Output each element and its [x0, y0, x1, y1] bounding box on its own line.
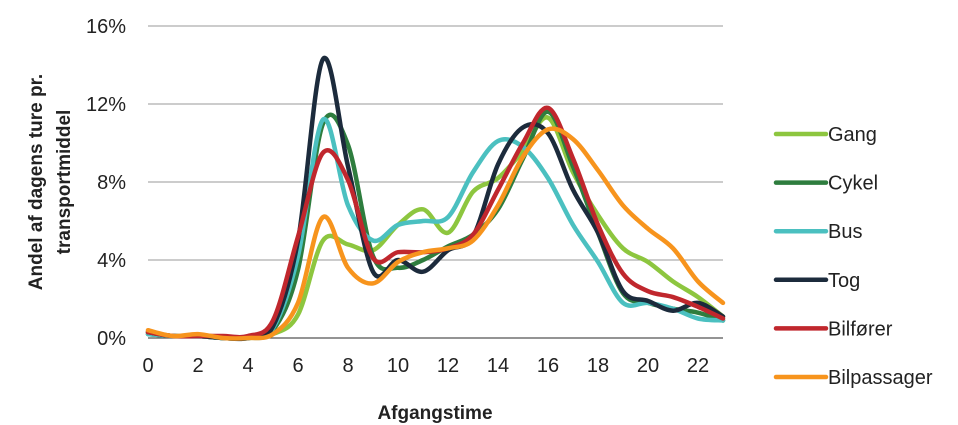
series-line-bus — [145, 116, 726, 342]
y-axis-title: Andel af dagens ture pr. transportmiddel — [26, 74, 75, 290]
y-tick-labels: 0% 4% 8% 12% 16% — [86, 16, 126, 350]
legend-item-gang: Gang — [773, 124, 877, 146]
y-tick-label: 8% — [97, 172, 126, 194]
y-tick-label: 0% — [97, 328, 126, 350]
series-lines — [145, 55, 726, 342]
legend: Gang Cykel Bus Tog Bilfører Bilpassager — [773, 124, 933, 389]
series-line-bilpassager — [145, 126, 726, 341]
y-axis-title-line-1: Andel af dagens ture pr. — [26, 74, 47, 290]
x-tick-label: 22 — [687, 355, 709, 377]
x-tick-label: 18 — [587, 355, 609, 377]
x-tick-label: 0 — [142, 355, 153, 377]
x-tick-label: 2 — [192, 355, 203, 377]
legend-item-tog: Tog — [773, 270, 860, 292]
x-tick-label: 12 — [437, 355, 459, 377]
legend-label: Bus — [828, 221, 862, 243]
x-tick-label: 6 — [292, 355, 303, 377]
y-tick-label: 12% — [86, 94, 126, 116]
gridlines — [148, 25, 723, 339]
x-tick-label: 14 — [487, 355, 509, 377]
legend-item-bus: Bus — [773, 221, 862, 243]
x-axis-title: Afgangstime — [377, 403, 492, 424]
legend-item-bilfører: Bilfører — [773, 318, 893, 340]
y-axis-title-line-2: transportmiddel — [54, 110, 75, 255]
x-tick-label: 20 — [637, 355, 659, 377]
legend-item-bilpassager: Bilpassager — [773, 367, 933, 389]
y-tick-label: 16% — [86, 16, 126, 38]
legend-label: Gang — [828, 124, 877, 146]
legend-label: Bilpassager — [828, 367, 933, 389]
series-line-tog — [145, 55, 726, 342]
legend-label: Tog — [828, 270, 860, 292]
legend-label: Bilfører — [828, 318, 893, 340]
y-tick-label: 4% — [97, 250, 126, 272]
legend-label: Cykel — [828, 173, 878, 195]
legend-item-cykel: Cykel — [773, 173, 878, 195]
x-tick-labels: 0 2 4 6 8 10 12 14 16 18 20 22 — [142, 355, 709, 377]
x-tick-label: 16 — [537, 355, 559, 377]
x-tick-label: 10 — [387, 355, 409, 377]
x-tick-label: 8 — [342, 355, 353, 377]
x-tick-label: 4 — [242, 355, 253, 377]
